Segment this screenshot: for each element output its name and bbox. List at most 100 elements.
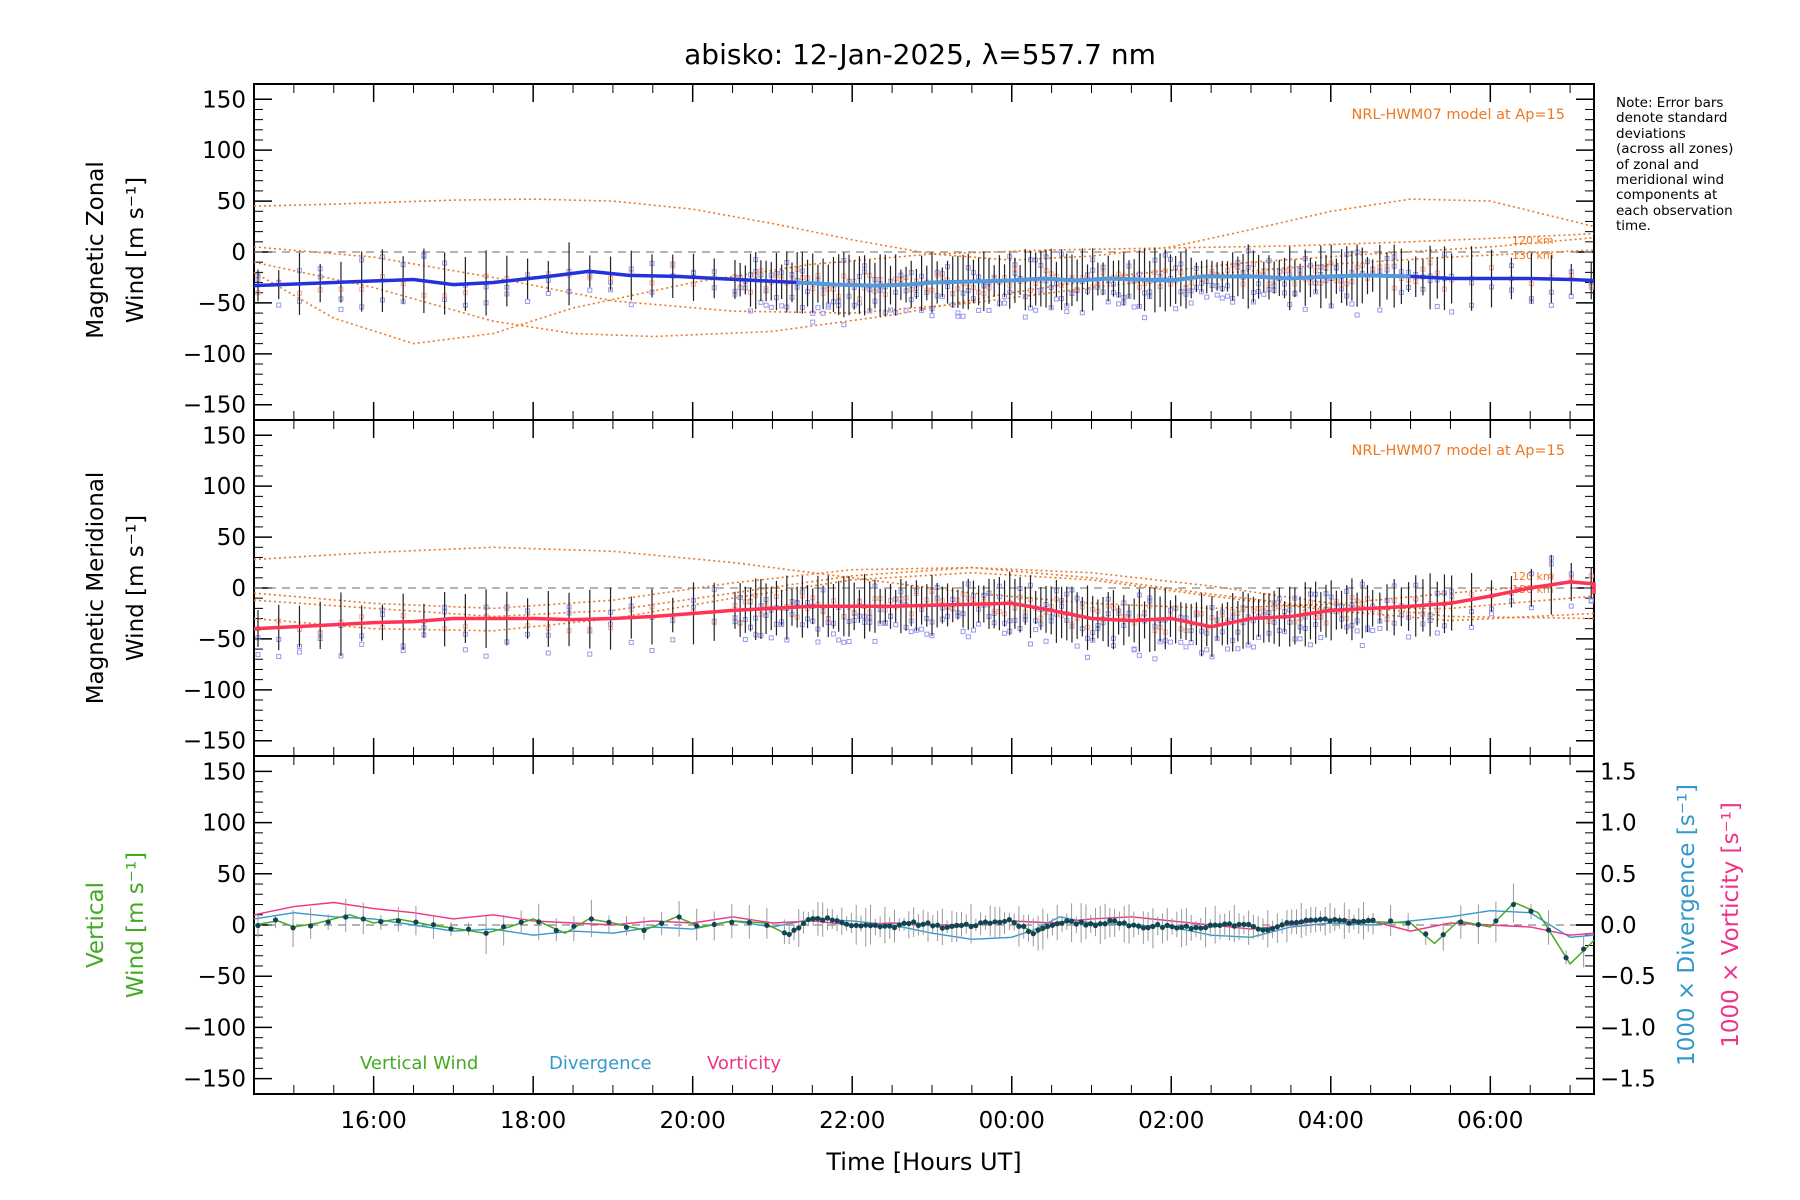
vertical-wind-point xyxy=(1423,931,1429,937)
vertical-wind-point xyxy=(786,931,792,938)
zone-point xyxy=(841,639,847,645)
vertical-wind-point xyxy=(1112,918,1118,924)
zone-point xyxy=(1188,300,1194,306)
y-tick-label: 100 xyxy=(202,138,246,164)
zone-point xyxy=(1002,300,1008,306)
vertical-wind-point xyxy=(1102,921,1108,927)
vertical-wind-point xyxy=(877,924,883,930)
vertical-wind-point xyxy=(1231,923,1237,929)
vertical-wind-point xyxy=(360,916,366,922)
zone-point xyxy=(1178,639,1184,645)
y-tick-label: −100 xyxy=(183,342,246,368)
zone-point xyxy=(338,306,344,312)
vertical-wind-point xyxy=(1145,925,1151,931)
vertical-wind-point xyxy=(536,919,542,925)
vertical-wind-point xyxy=(1440,932,1446,938)
vertical-wind-point xyxy=(1073,921,1079,927)
vertical-wind-point xyxy=(746,919,752,926)
vertical-wind-point xyxy=(1581,946,1587,952)
zone-point xyxy=(628,639,634,645)
vertical-wind-point xyxy=(1097,921,1103,927)
zone-point xyxy=(836,637,842,643)
x-tick-label: 22:00 xyxy=(819,1108,885,1134)
vertical-wind-point xyxy=(676,914,682,920)
zone-point xyxy=(1204,294,1210,300)
vertical-wind-point xyxy=(896,922,902,928)
vertical-wind-point xyxy=(1236,921,1242,928)
zone-point xyxy=(1318,635,1324,641)
note-line: components at xyxy=(1616,187,1718,204)
zone-point xyxy=(872,638,878,644)
vertical-wind-point xyxy=(1121,920,1127,926)
series-vertical-wind xyxy=(253,901,1595,966)
vertical-wind-point xyxy=(805,916,811,923)
vertical-ylabel-line2: Wind [m s⁻¹] xyxy=(123,852,149,998)
y2-tick-label: −1.0 xyxy=(1600,1015,1656,1041)
vertical-wind-point xyxy=(1528,908,1534,914)
zonal-ylabel-line2: Wind [m s⁻¹] xyxy=(123,177,149,323)
vertical-wind-point xyxy=(891,925,898,931)
zone-point xyxy=(1214,292,1220,298)
x-tick-label: 06:00 xyxy=(1457,1108,1523,1134)
zone-point xyxy=(1406,634,1412,640)
zone-point xyxy=(960,313,966,319)
vertical-ylabel: Vertical Wind [m s⁻¹] xyxy=(83,852,149,998)
vertical-wind-point xyxy=(1360,918,1367,924)
zone-point xyxy=(955,310,961,316)
vertical-wind-point xyxy=(1351,918,1357,924)
svg-text:1000 × Vorticity [s⁻¹]: 1000 × Vorticity [s⁻¹] xyxy=(1718,802,1744,1048)
x-tick-label: 00:00 xyxy=(979,1108,1045,1134)
vorticity-axis-label: 1000 × Vorticity [s⁻¹] xyxy=(1718,802,1744,1048)
meridional-model-alt-120: 120 km xyxy=(1512,570,1554,583)
zone-point xyxy=(768,635,774,641)
zone-point xyxy=(1204,647,1210,653)
zone-point xyxy=(1434,303,1440,309)
vertical-wind-point xyxy=(571,923,577,929)
vertical-wind-point xyxy=(992,919,998,925)
zone-point xyxy=(1377,625,1383,631)
x-tick-label: 02:00 xyxy=(1138,1108,1204,1134)
zone-point xyxy=(1022,314,1028,320)
vertical-wind-point xyxy=(853,922,859,928)
zone-point xyxy=(1142,315,1148,321)
vorticity-axis-unit: [s⁻¹] xyxy=(1718,802,1744,853)
vertical-wind-point xyxy=(465,926,472,932)
zone-point xyxy=(1136,652,1142,658)
vertical-wind-point xyxy=(949,923,955,929)
vertical-wind-point xyxy=(1327,918,1333,924)
meridional-ylabel-unit: [m s⁻¹] xyxy=(123,515,149,596)
zone-point xyxy=(970,627,976,633)
vertical-wind-point xyxy=(343,914,349,920)
vertical-wind-point xyxy=(930,923,936,929)
zone-point xyxy=(815,639,821,645)
note-line: (across all zones) xyxy=(1616,141,1734,158)
vertical-wind-point xyxy=(1241,921,1247,927)
vertical-wind-point xyxy=(1198,925,1204,931)
vertical-wind-point xyxy=(1179,924,1185,931)
zone-point xyxy=(1183,644,1189,650)
vertical-wind-point xyxy=(448,926,454,932)
vertical-wind-point xyxy=(658,920,665,926)
zone-point xyxy=(1588,598,1594,604)
meridional-ylabel: Magnetic Meridional Wind [m s⁻¹] xyxy=(83,472,149,705)
x-tick-label: 04:00 xyxy=(1298,1108,1364,1134)
x-tick-label: 20:00 xyxy=(660,1108,726,1134)
vertical-wind-point xyxy=(1140,925,1146,931)
x-tick-label: 16:00 xyxy=(340,1108,406,1134)
zone-point xyxy=(1489,611,1495,617)
zone-point xyxy=(919,626,925,632)
vertical-wind-point xyxy=(1016,923,1022,929)
vertical-wind-point xyxy=(882,923,888,929)
vertical-wind-point xyxy=(1174,925,1180,931)
y-tick-label: −50 xyxy=(197,964,246,990)
vertical-wind-point xyxy=(606,919,612,925)
vertical-wind-point xyxy=(906,920,912,927)
vertical-wind-point xyxy=(641,927,647,934)
note-line: of zonal and xyxy=(1616,156,1699,173)
vertical-wind-point xyxy=(1336,917,1343,924)
meridional-ylabel-line2: Wind [m s⁻¹] xyxy=(123,515,149,661)
vertical-wind-point xyxy=(1563,955,1569,961)
zone-point xyxy=(1027,641,1033,647)
meridional-ylabel-wind: Wind xyxy=(123,603,149,661)
y-tick-label: 50 xyxy=(217,525,246,551)
